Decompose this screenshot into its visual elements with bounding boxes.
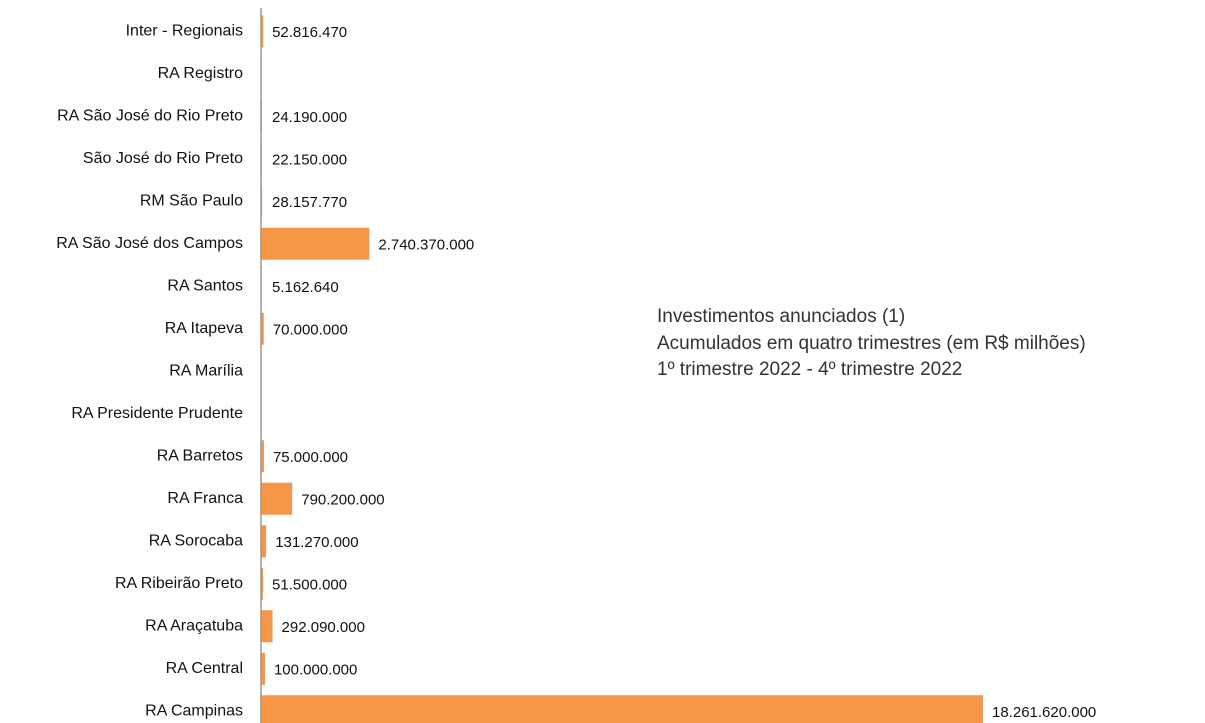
chart-title: Investimentos anunciados (1)	[657, 306, 905, 327]
bar	[261, 525, 267, 558]
category-label: RM São Paulo	[140, 192, 243, 209]
bar	[261, 482, 293, 515]
value-label: 70.000.000	[273, 322, 348, 339]
category-label: RA Franca	[167, 490, 243, 507]
value-label: 51.500.000	[272, 577, 347, 594]
category-label: RA São José dos Campos	[56, 235, 243, 252]
category-label: RA Presidente Prudente	[71, 405, 243, 422]
value-label: 28.157.770	[272, 194, 347, 211]
value-label: 75.000.000	[273, 449, 348, 466]
value-label: 2.740.370.000	[378, 237, 474, 254]
bar	[261, 695, 983, 723]
value-label: 22.150.000	[272, 152, 347, 169]
chart-title: 1º trimestre 2022 - 4º trimestre 2022	[657, 359, 962, 380]
bar	[261, 227, 370, 260]
category-label: RA Barretos	[157, 447, 243, 464]
category-label: RA Campinas	[145, 702, 243, 719]
value-label: 131.270.000	[275, 534, 358, 551]
bar	[261, 440, 264, 473]
bar	[261, 567, 264, 600]
value-label: 5.162.640	[272, 279, 339, 296]
category-label: São José do Rio Preto	[83, 150, 243, 167]
category-label: RA São José do Rio Preto	[57, 107, 243, 124]
category-label: RA Ribeirão Preto	[115, 575, 243, 592]
value-label: 24.190.000	[272, 109, 347, 126]
bar	[261, 312, 264, 345]
category-label: RA Central	[166, 660, 243, 677]
category-label: RA Registro	[158, 65, 243, 82]
category-label: Inter - Regionais	[126, 22, 243, 39]
category-label: RA Marília	[169, 362, 243, 379]
value-label: 790.200.000	[301, 492, 384, 509]
value-label: 18.261.620.000	[992, 704, 1096, 721]
category-label: RA Araçatuba	[145, 617, 243, 634]
category-label: RA Santos	[167, 277, 243, 294]
value-label: 100.000.000	[274, 662, 357, 679]
category-label: RA Itapeva	[165, 320, 243, 337]
category-label: RA Sorocaba	[149, 532, 243, 549]
bar	[261, 15, 264, 48]
chart-title: Acumulados em quatro trimestres (em R$ m…	[657, 333, 1086, 354]
bar	[261, 610, 273, 643]
value-label: 52.816.470	[272, 24, 347, 41]
bar	[261, 652, 265, 685]
value-label: 292.090.000	[282, 619, 365, 636]
